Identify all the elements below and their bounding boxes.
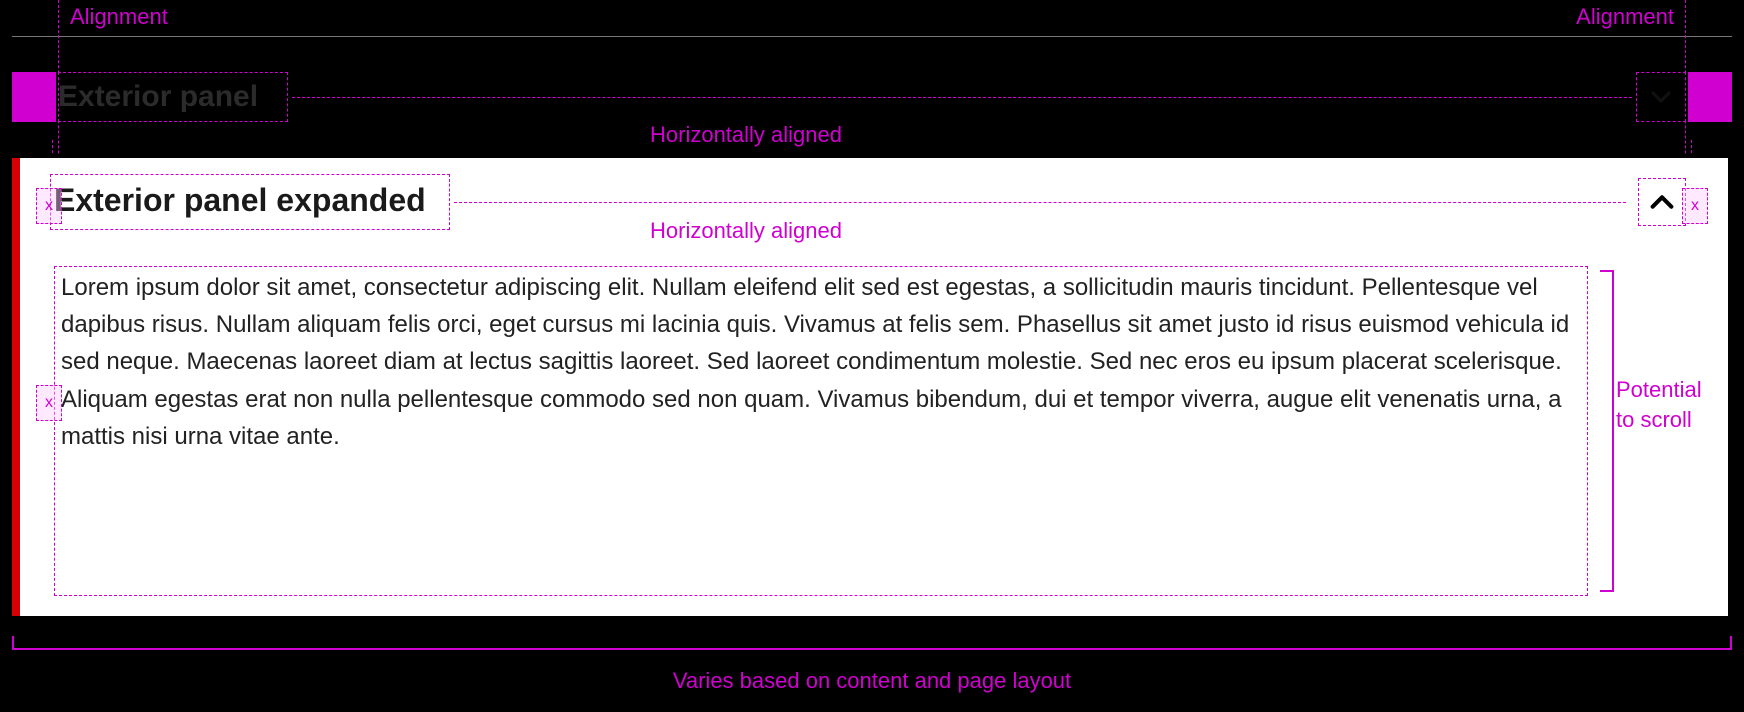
- collapsed-panel-title: Exterior panel: [58, 80, 258, 114]
- expanded-panel: Exterior panel expanded Lorem ipsum dolo…: [12, 154, 1732, 620]
- annotation-alignment-left: Alignment: [70, 4, 168, 30]
- annotation-chevron-box-2: [1638, 178, 1686, 226]
- expanded-panel-header[interactable]: Exterior panel expanded: [54, 174, 1686, 234]
- horizontal-rule: [12, 36, 1732, 37]
- collapsed-panel[interactable]: Exterior panel: [12, 72, 1732, 122]
- annotation-horizontally-aligned-1: Horizontally aligned: [650, 122, 842, 148]
- annotation-halign-line-2: [454, 202, 1626, 203]
- spacing-marker-header-left: x: [36, 188, 62, 224]
- chevron-up-icon[interactable]: [1648, 188, 1676, 216]
- chevron-down-icon[interactable]: [1649, 85, 1673, 109]
- spacing-marker-header-right: x: [1682, 188, 1708, 224]
- annotation-chevron-box-1: [1636, 72, 1686, 122]
- annotation-width-bracket: [12, 636, 1732, 650]
- expanded-panel-container: Exterior panel expanded Lorem ipsum dolo…: [12, 154, 1732, 620]
- annotation-halign-line-1: [292, 97, 1632, 98]
- annotation-potential-scroll: Potential to scroll: [1616, 375, 1726, 434]
- expanded-panel-title: Exterior panel expanded: [54, 182, 426, 219]
- body-text: Lorem ipsum dolor sit amet, consectetur …: [61, 269, 1581, 455]
- annotation-varies-width: Varies based on content and page layout: [0, 668, 1744, 694]
- annotation-horizontally-aligned-2: Horizontally aligned: [650, 218, 842, 244]
- accent-bar: [12, 158, 20, 616]
- spacing-highlight-left: [12, 72, 56, 122]
- spacing-marker-body-left: x: [36, 385, 62, 421]
- spacing-highlight-right: [1688, 72, 1732, 122]
- annotation-alignment-right: Alignment: [1576, 4, 1674, 30]
- annotation-scroll-bracket: [1600, 270, 1614, 592]
- expanded-panel-body: Lorem ipsum dolor sit amet, consectetur …: [54, 266, 1588, 596]
